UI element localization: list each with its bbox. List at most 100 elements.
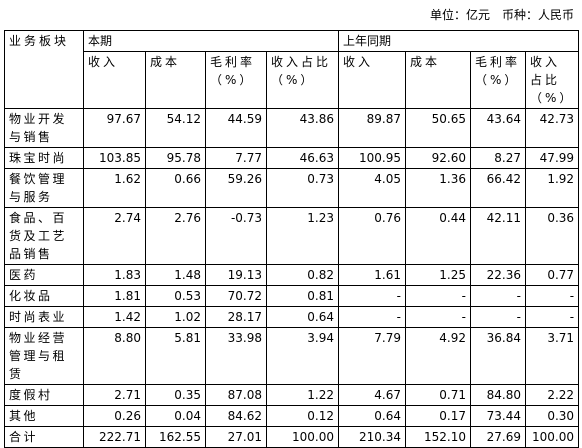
data-table: 业务板块 本期 上年同期 收入 成本 毛利率（%） 收入占比（%） 收入 成本 毛利率（%） 收入占…	[4, 30, 580, 448]
cell: 27.69	[470, 426, 527, 448]
unit-note: 单位：亿元 币种：人民币	[429, 8, 574, 22]
cell: 42.73	[525, 108, 580, 148]
cell: 1.36	[405, 168, 472, 208]
cell: 47.99	[525, 147, 580, 169]
column-header: 收入	[338, 51, 407, 109]
cell: 27.01	[205, 426, 267, 448]
cell: 4.05	[338, 168, 407, 208]
row-label-text: 化妆品	[9, 289, 53, 303]
cell: -	[525, 285, 580, 307]
table-row: 物业开发与销售 97.67 54.12 44.59 43.86 89.87 50.65 43.…	[4, 108, 580, 148]
cell: 73.44	[470, 405, 527, 427]
cell: 0.53	[145, 285, 206, 307]
cell: 0.71	[405, 384, 472, 406]
row-label-text: 食品、百货及工艺品销售	[9, 211, 68, 261]
cell: -	[525, 306, 580, 328]
row-label: 医药	[4, 264, 84, 286]
cell: 50.65	[405, 108, 472, 148]
cell: 1.92	[525, 168, 580, 208]
cell: 152.10	[405, 426, 472, 448]
cell: 0.81	[265, 285, 340, 307]
row-label-text: 合计	[9, 430, 39, 444]
cell: 19.13	[205, 264, 267, 286]
cell: 0.17	[405, 405, 472, 427]
cell: 1.23	[265, 207, 340, 265]
cell: 210.34	[338, 426, 407, 448]
cell: -	[470, 285, 527, 307]
cell: 1.83	[83, 264, 146, 286]
table-row: 食品、百货及工艺品销售 2.74 2.76 -0.73 1.23 0.76 0.44 42.1…	[4, 207, 580, 265]
row-label: 物业开发与销售	[4, 108, 84, 148]
cell: 4.67	[338, 384, 407, 406]
row-label-text: 珠宝时尚	[9, 151, 68, 165]
row-label-text: 时尚表业	[9, 310, 68, 324]
cell: 2.22	[525, 384, 580, 406]
cell: 5.81	[145, 327, 206, 385]
header-text: 成本	[410, 55, 441, 69]
cell: 7.77	[205, 147, 267, 169]
row-label-text: 物业开发与销售	[9, 112, 68, 144]
column-header: 收入占比（%）	[525, 51, 580, 109]
cell: -0.73	[205, 207, 267, 265]
cell: 100.00	[265, 426, 340, 448]
row-label: 物业经营管理与租赁	[4, 327, 84, 385]
cell: 100.00	[525, 426, 580, 448]
row-label: 珠宝时尚	[4, 147, 84, 169]
cell: 0.66	[145, 168, 206, 208]
column-header: 毛利率（%）	[470, 51, 527, 109]
cell: 0.73	[265, 168, 340, 208]
header-row: 业务板块 本期 上年同期	[4, 30, 580, 109]
row-label: 化妆品	[4, 285, 84, 307]
cell: -	[405, 285, 472, 307]
cell: 89.87	[338, 108, 407, 148]
row-label: 餐饮管理与服务	[4, 168, 84, 208]
cell: 43.64	[470, 108, 527, 148]
table-row: 其他 0.26 0.04 84.62 0.12 0.64 0.17 73.44 0.30	[4, 405, 580, 427]
row-label-text: 其他	[9, 409, 39, 423]
header-text: 毛利率（%）	[475, 55, 521, 87]
cell: 1.42	[83, 306, 146, 328]
cell: 0.77	[525, 264, 580, 286]
column-header: 收入占比（%）	[265, 51, 340, 109]
table-row: 珠宝时尚 103.85 95.78 7.77 46.63 100.95 92.60 8.27 4…	[4, 147, 580, 169]
row-label: 食品、百货及工艺品销售	[4, 207, 84, 265]
cell: 103.85	[83, 147, 146, 169]
cell: 222.71	[83, 426, 146, 448]
cell: 95.78	[145, 147, 206, 169]
cell: 0.12	[265, 405, 340, 427]
header-text: 业务板块	[9, 34, 70, 48]
header-row: 收入 成本 毛利率（%） 收入占比（%） 收入 成本 毛利率（%） 收入占比（%）	[5, 51, 580, 109]
table-row: 化妆品 1.81 0.53 70.72 0.81- - - -	[4, 285, 580, 307]
row-label-text: 医药	[9, 268, 39, 282]
cell: 100.95	[338, 147, 407, 169]
cell: 0.36	[525, 207, 580, 265]
cell: 22.36	[470, 264, 527, 286]
cell: 1.25	[405, 264, 472, 286]
group-header: 上年同期	[338, 30, 580, 52]
cell: 92.60	[405, 147, 472, 169]
cell: 0.35	[145, 384, 206, 406]
cell: 0.26	[83, 405, 146, 427]
cell: 66.42	[470, 168, 527, 208]
cell: 8.80	[83, 327, 146, 385]
cell: 33.98	[205, 327, 267, 385]
cell: 42.11	[470, 207, 527, 265]
group-header: 本期	[82, 30, 340, 52]
header-text: 收入	[343, 55, 374, 69]
cell: 2.74	[83, 207, 146, 265]
cell: 84.80	[470, 384, 527, 406]
cell: 0.82	[265, 264, 340, 286]
cell: -	[405, 306, 472, 328]
cell: 1.81	[83, 285, 146, 307]
cell: 70.72	[205, 285, 267, 307]
row-label-text: 度假村	[9, 388, 53, 402]
cell: 1.62	[83, 168, 146, 208]
header-cell: 业务板块	[4, 30, 84, 109]
cell: 3.94	[265, 327, 340, 385]
cell: 46.63	[265, 147, 340, 169]
cell: 28.17	[205, 306, 267, 328]
cell: 54.12	[145, 108, 206, 148]
row-label-text: 餐饮管理与服务	[9, 172, 68, 204]
header-text: 收入占比（%）	[271, 55, 332, 87]
cell: 44.59	[205, 108, 267, 148]
